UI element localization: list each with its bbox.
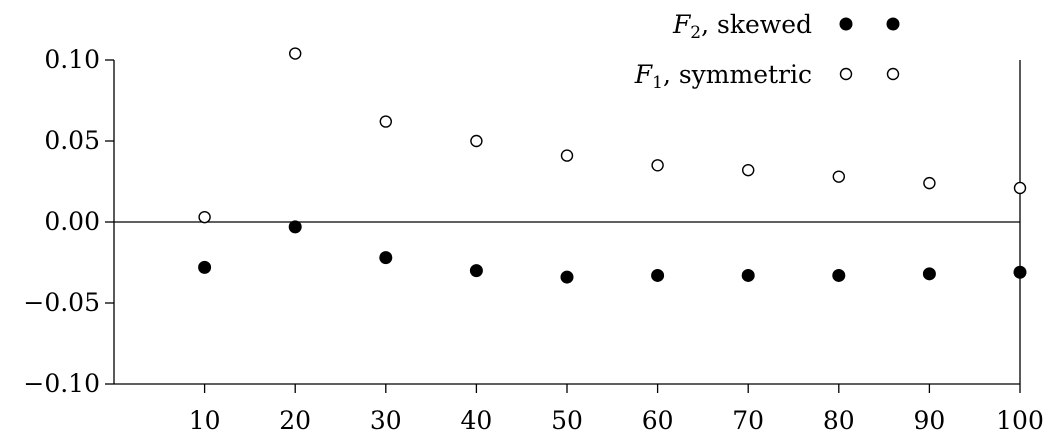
x-tick-label: 90 [913, 406, 945, 435]
data-points [198, 47, 1027, 284]
data-point-filled [198, 260, 212, 274]
legend-label: F2, skewed [672, 10, 812, 43]
y-tick-label: 0.10 [44, 45, 100, 74]
y-tick-label: 0.05 [44, 126, 100, 155]
x-tick-label: 30 [370, 406, 402, 435]
data-point-open [923, 176, 936, 190]
x-axis-ticks: 10 20 30 40 50 60 70 80 90 100 [189, 384, 1044, 435]
axes [113, 60, 1021, 385]
series-f2-skewed [198, 220, 1027, 284]
data-point-filled [288, 220, 302, 234]
data-point-filled [832, 268, 846, 282]
data-point-open [560, 149, 574, 162]
x-tick-label: 50 [551, 406, 583, 435]
data-point-filled [1013, 265, 1027, 279]
x-tick-label: 80 [823, 406, 855, 435]
legend-marker-open [886, 67, 900, 81]
data-point-open [470, 134, 483, 148]
data-point-filled [379, 251, 393, 265]
data-point-filled [922, 267, 936, 281]
data-point-open [651, 159, 664, 172]
data-point-open [1013, 181, 1027, 195]
legend-marker-filled [886, 17, 900, 31]
legend-marker-filled [839, 17, 853, 31]
data-point-open [289, 47, 302, 60]
y-tick-label: −0.10 [23, 369, 100, 398]
data-point-open [742, 163, 755, 177]
data-point-filled [741, 268, 755, 282]
x-tick-label: 20 [279, 406, 311, 435]
data-point-open [198, 210, 211, 224]
x-tick-label: 60 [642, 406, 674, 435]
series-f1-symmetric [198, 47, 1027, 224]
y-axis-ticks: 0.10 0.05 0.00 −0.05 −0.10 [23, 45, 114, 398]
y-tick-label: 0.00 [44, 207, 100, 236]
legend: F2, skewed F1, symmetric [634, 10, 900, 93]
y-tick-label: −0.05 [23, 288, 100, 317]
data-point-open [379, 115, 392, 128]
legend-label: F1, symmetric [634, 60, 812, 93]
x-tick-label: 40 [460, 406, 492, 435]
data-point-filled [560, 270, 574, 284]
x-tick-label: 10 [189, 406, 221, 435]
data-point-filled [469, 264, 483, 278]
data-point-open [832, 170, 845, 183]
legend-marker-open [839, 67, 853, 81]
x-tick-label: 70 [732, 406, 764, 435]
data-point-filled [651, 268, 665, 282]
x-tick-label: 100 [996, 406, 1044, 435]
